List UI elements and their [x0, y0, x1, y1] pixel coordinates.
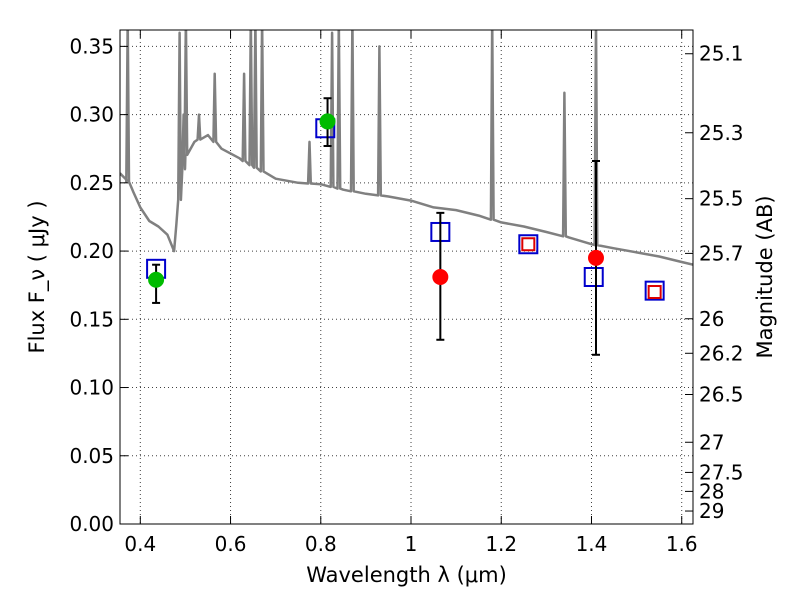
right-tick-label: 26.2 — [699, 341, 744, 365]
right-tick-label: 29 — [699, 499, 724, 523]
x-tick-label: 0.8 — [305, 532, 337, 556]
y-tick-label: 0.20 — [69, 239, 114, 263]
y-tick-label: 0.35 — [69, 34, 114, 58]
x-tick-label: 0.6 — [215, 532, 247, 556]
flux-point — [319, 113, 336, 130]
grid — [120, 30, 693, 525]
flux-point — [587, 249, 604, 266]
x-tick-label: 1.4 — [576, 532, 608, 556]
right-tick-label: 25.5 — [699, 187, 744, 211]
model-flux-square — [521, 237, 536, 252]
right-tick-label: 26.5 — [699, 382, 744, 406]
x-tick-label: 0.4 — [124, 532, 156, 556]
x-axis-label: Wavelength λ (μm) — [306, 563, 507, 587]
right-tick-label: 25.1 — [699, 42, 744, 66]
right-tick-label: 27.5 — [699, 460, 744, 484]
tick-labels: 0.4 0.6 0.8 1 1.2 1.4 1.6 0.00 0.05 0.10 0.15 0.20 0… — [69, 34, 743, 556]
observed-flux-square — [518, 234, 539, 255]
right-tick-label: 28 — [699, 479, 724, 503]
y-tick-label: 0.15 — [69, 307, 114, 331]
right-tick-label: 26 — [699, 307, 724, 331]
observed-flux-square — [644, 280, 665, 301]
plot-frame — [119, 29, 694, 525]
ticks — [120, 30, 693, 525]
markers — [146, 97, 665, 356]
y-tick-label: 0.30 — [69, 103, 114, 127]
y-tick-label: 0.25 — [69, 171, 114, 195]
y-axis-label-right: Magnitude (AB) — [753, 195, 777, 358]
x-tick-label: 1.6 — [666, 532, 698, 556]
y-tick-label: 0.10 — [69, 376, 114, 400]
right-tick-label: 27 — [699, 430, 724, 454]
x-tick-label: 1.2 — [485, 532, 517, 556]
model-flux-square — [647, 285, 662, 300]
flux-point — [148, 271, 165, 288]
observed-flux-square — [583, 267, 604, 287]
plot-area — [120, 30, 693, 266]
spectrum-line — [120, 30, 693, 266]
y-tick-label: 0.05 — [69, 444, 114, 468]
flux-point — [432, 269, 449, 285]
y-axis-label: Flux F_ν ( μJy ) — [25, 200, 50, 353]
right-tick-label: 25.7 — [699, 241, 744, 265]
y-tick-label: 0.00 — [69, 512, 114, 536]
right-tick-label: 25.3 — [699, 121, 744, 145]
x-tick-label: 1 — [405, 532, 418, 556]
